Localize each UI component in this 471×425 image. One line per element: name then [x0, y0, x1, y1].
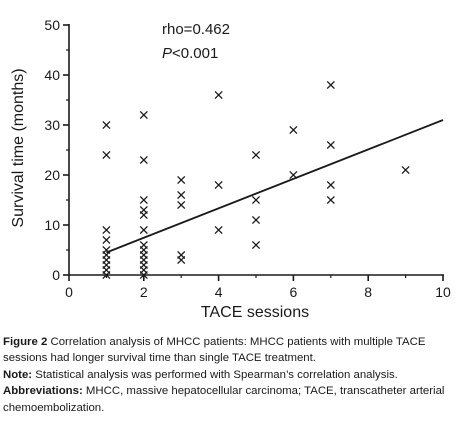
point-stroke: [289, 125, 298, 135]
scatter-point: [251, 195, 261, 205]
annotation-p-letter: P: [162, 45, 172, 62]
x-tick-label: 2: [140, 284, 148, 300]
y-tick-label: 50: [44, 17, 60, 33]
point-stroke: [251, 240, 261, 250]
scatter-point: [326, 180, 335, 190]
x-tick-label: 4: [215, 284, 223, 300]
scatter-point: [102, 270, 111, 280]
trendline-group: [106, 119, 444, 254]
point-stroke: [251, 150, 261, 160]
scatter-point: [102, 150, 111, 160]
caption-note: Note: Statistical analysis was performed…: [3, 367, 467, 383]
scatter-point: [102, 225, 111, 235]
scatter-point: [139, 210, 148, 220]
point-stroke: [177, 200, 186, 210]
point-stroke: [251, 195, 261, 205]
scatter-chart: 0 10 20 30 40 50 0 2 4 6 8 10 rho=0.462 P<0.001 TAC…: [10, 17, 451, 321]
point-stroke: [139, 155, 148, 165]
point-stroke: [214, 90, 223, 100]
point-stroke: [401, 165, 410, 175]
caption-figure: Figure 2 Correlation analysis of MHCC pa…: [3, 334, 467, 367]
annotation-p-value: P<0.001: [162, 45, 218, 62]
axes: 0 10 20 30 40 50 0 2 4 6 8 10: [44, 17, 451, 300]
scatter-point: [139, 110, 148, 120]
point-stroke: [102, 235, 111, 245]
scatter-point: [401, 165, 410, 175]
annotation-p-threshold: <0.001: [172, 45, 218, 62]
scatter-points: [102, 80, 410, 280]
scatter-point: [139, 270, 148, 280]
point-stroke: [289, 170, 298, 180]
y-tick-label: 40: [44, 67, 60, 83]
point-stroke: [326, 80, 335, 90]
annotation-rho: rho=0.462: [162, 21, 230, 38]
point-stroke: [214, 225, 223, 235]
point-stroke: [177, 255, 186, 265]
point-stroke: [139, 270, 148, 280]
scatter-point: [139, 225, 148, 235]
point-stroke: [139, 225, 148, 235]
caption-note-text: Statistical analysis was performed with …: [35, 368, 398, 381]
point-stroke: [139, 210, 148, 220]
caption-figure-label: Figure 2: [3, 336, 48, 348]
scatter-point: [289, 125, 298, 135]
caption-abbreviations: Abbreviations: MHCC, massive hepatocellu…: [3, 383, 467, 416]
y-tick-label: 10: [44, 217, 60, 233]
scatter-point: [102, 235, 111, 245]
scatter-point: [251, 215, 261, 225]
scatter-point: [177, 200, 186, 210]
point-stroke: [139, 110, 148, 120]
point-stroke: [102, 225, 111, 235]
caption-figure-text: Correlation analysis of MHCC patients: M…: [3, 336, 426, 365]
scatter-point: [214, 180, 223, 190]
scatter-point: [251, 150, 261, 160]
point-stroke: [177, 190, 186, 200]
point-stroke: [177, 175, 186, 185]
trendline: [106, 119, 444, 254]
x-tick-label: 8: [364, 284, 372, 300]
x-tick-label: 10: [435, 284, 451, 300]
y-tick-label: 0: [52, 267, 60, 283]
point-stroke: [326, 180, 335, 190]
scatter-point: [177, 255, 186, 265]
scatter-point: [102, 120, 111, 130]
point-stroke: [214, 180, 223, 190]
point-stroke: [102, 270, 111, 280]
y-tick-label: 20: [44, 167, 60, 183]
point-stroke: [102, 150, 111, 160]
caption-abbreviations-text: MHCC, massive hepatocellular carcinoma; …: [3, 385, 445, 414]
scatter-point: [139, 155, 148, 165]
scatter-point: [214, 225, 223, 235]
scatter-point: [177, 190, 186, 200]
scatter-point: [326, 195, 335, 205]
caption-abbreviations-label: Abbreviations:: [3, 385, 83, 398]
point-stroke: [102, 120, 111, 130]
point-stroke: [139, 195, 148, 205]
scatter-point: [139, 195, 148, 205]
point-stroke: [326, 140, 335, 150]
y-axis-label: Survival time (months): [10, 68, 27, 227]
scatter-point: [251, 240, 261, 250]
scatter-point: [214, 90, 223, 100]
point-stroke: [251, 215, 261, 225]
scatter-point: [326, 80, 335, 90]
point-stroke: [326, 195, 335, 205]
figure-caption: Figure 2 Correlation analysis of MHCC pa…: [3, 334, 467, 416]
y-tick-label: 30: [44, 117, 60, 133]
caption-note-label: Note:: [3, 368, 33, 381]
scatter-point: [326, 140, 335, 150]
scatter-point: [177, 175, 186, 185]
x-axis-label: TACE sessions: [201, 304, 309, 321]
x-tick-label: 6: [290, 284, 298, 300]
x-tick-label: 0: [65, 284, 73, 300]
